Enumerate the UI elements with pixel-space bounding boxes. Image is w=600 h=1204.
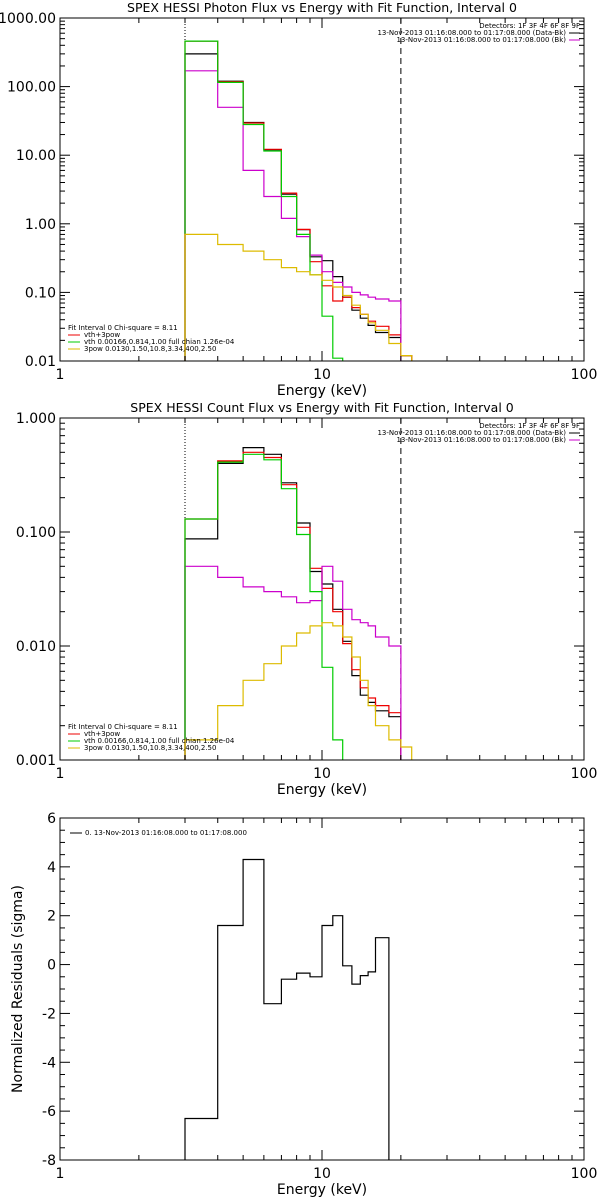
y-tick-label: 0.010 [16,639,56,655]
series-line-4 [184,233,413,361]
y-tick-label: -6 [42,1104,56,1120]
x-tick-label: 10 [313,1166,331,1182]
y-tick-label: 10.00 [16,148,56,164]
x-axis-label: Energy (keV) [277,1182,367,1198]
series-line-1 [184,451,402,760]
y-tick-label: 6 [47,811,56,827]
legend-entry: 0. 13-Nov-2013 01:16:08.000 to 01:17:08.… [85,829,247,837]
legend-data-bk: 13-Nov-2013 01:16:08.000 to 01:17:08.000… [377,429,566,437]
series-line-2 [184,70,402,361]
y-tick-label: 100.00 [7,80,56,96]
fit-legend-entry: vth 0.00166,0.814,1.00 full chian 1.26e-… [84,737,235,745]
fit-legend-entry: vth+3pow [84,331,120,339]
fit-legend-entry: vth+3pow [84,730,120,738]
series-line-3 [184,453,353,760]
legend-detectors: Detectors: 1F 3F 4F 6F 8F 9F [479,22,580,30]
y-tick-label: 0.01 [25,354,56,370]
chart-title: SPEX HESSI Count Flux vs Energy with Fit… [130,400,513,415]
x-tick-label: 100 [571,1166,598,1182]
series-line-2 [184,565,402,760]
y-tick-label: 0.10 [25,285,56,301]
series-line-0 [184,858,390,1160]
fit-legend-entry: vth 0.00166,0.814,1.00 full chian 1.26e-… [84,338,235,346]
fit-legend-entry: 3pow 0.0130,1.50,10.8,3.34,400,2.50 [84,744,216,752]
x-axis-label: Energy (keV) [277,383,367,399]
x-tick-label: 1 [56,1166,65,1182]
legend-detectors: Detectors: 1F 3F 4F 6F 8F 9F [479,422,580,430]
y-tick-label: 1.00 [25,217,56,233]
x-tick-label: 1 [56,367,65,383]
y-tick-label: 2 [47,909,56,925]
series-line-1 [184,40,413,361]
fit-legend-entry: 3pow 0.0130,1.50,10.8,3.34,400,2.50 [84,345,216,353]
series-line-4 [184,622,423,760]
series-line-0 [184,447,402,760]
y-tick-label: 1.000 [16,411,56,427]
y-tick-label: 0 [47,958,56,974]
y-tick-label: 0.001 [16,753,56,769]
y-tick-label: -8 [42,1153,56,1169]
legend-bk: 13-Nov-2013 01:16:08.000 to 01:17:08.000… [396,436,566,444]
x-tick-label: 10 [313,766,331,782]
chart-title: SPEX HESSI Photon Flux vs Energy with Fi… [127,0,517,15]
plot-frame [59,817,585,1161]
series-line-3 [184,40,344,361]
y-tick-label: -4 [42,1055,56,1071]
y-axis-label: Normalized Residuals (sigma) [10,885,26,1093]
x-tick-label: 1 [56,766,65,782]
x-tick-label: 10 [313,367,331,383]
x-tick-label: 100 [571,367,598,383]
y-tick-label: 4 [47,860,56,876]
legend-bk: 13-Nov-2013 01:16:08.000 to 01:17:08.000… [396,36,566,44]
legend-data-bk: 13-Nov-2013 01:16:08.000 to 01:17:08.000… [377,29,566,37]
x-axis-label: Energy (keV) [277,782,367,798]
fit-legend-header: Fit Interval 0 Chi-square = 8.11 [68,723,178,731]
x-tick-label: 100 [571,766,598,782]
fit-legend-header: Fit Interval 0 Chi-square = 8.11 [68,324,178,332]
y-tick-label: 0.100 [16,525,56,541]
y-tick-label: 1000.00 [0,11,56,27]
y-tick-label: -2 [42,1006,56,1022]
series-line-0 [184,53,413,361]
